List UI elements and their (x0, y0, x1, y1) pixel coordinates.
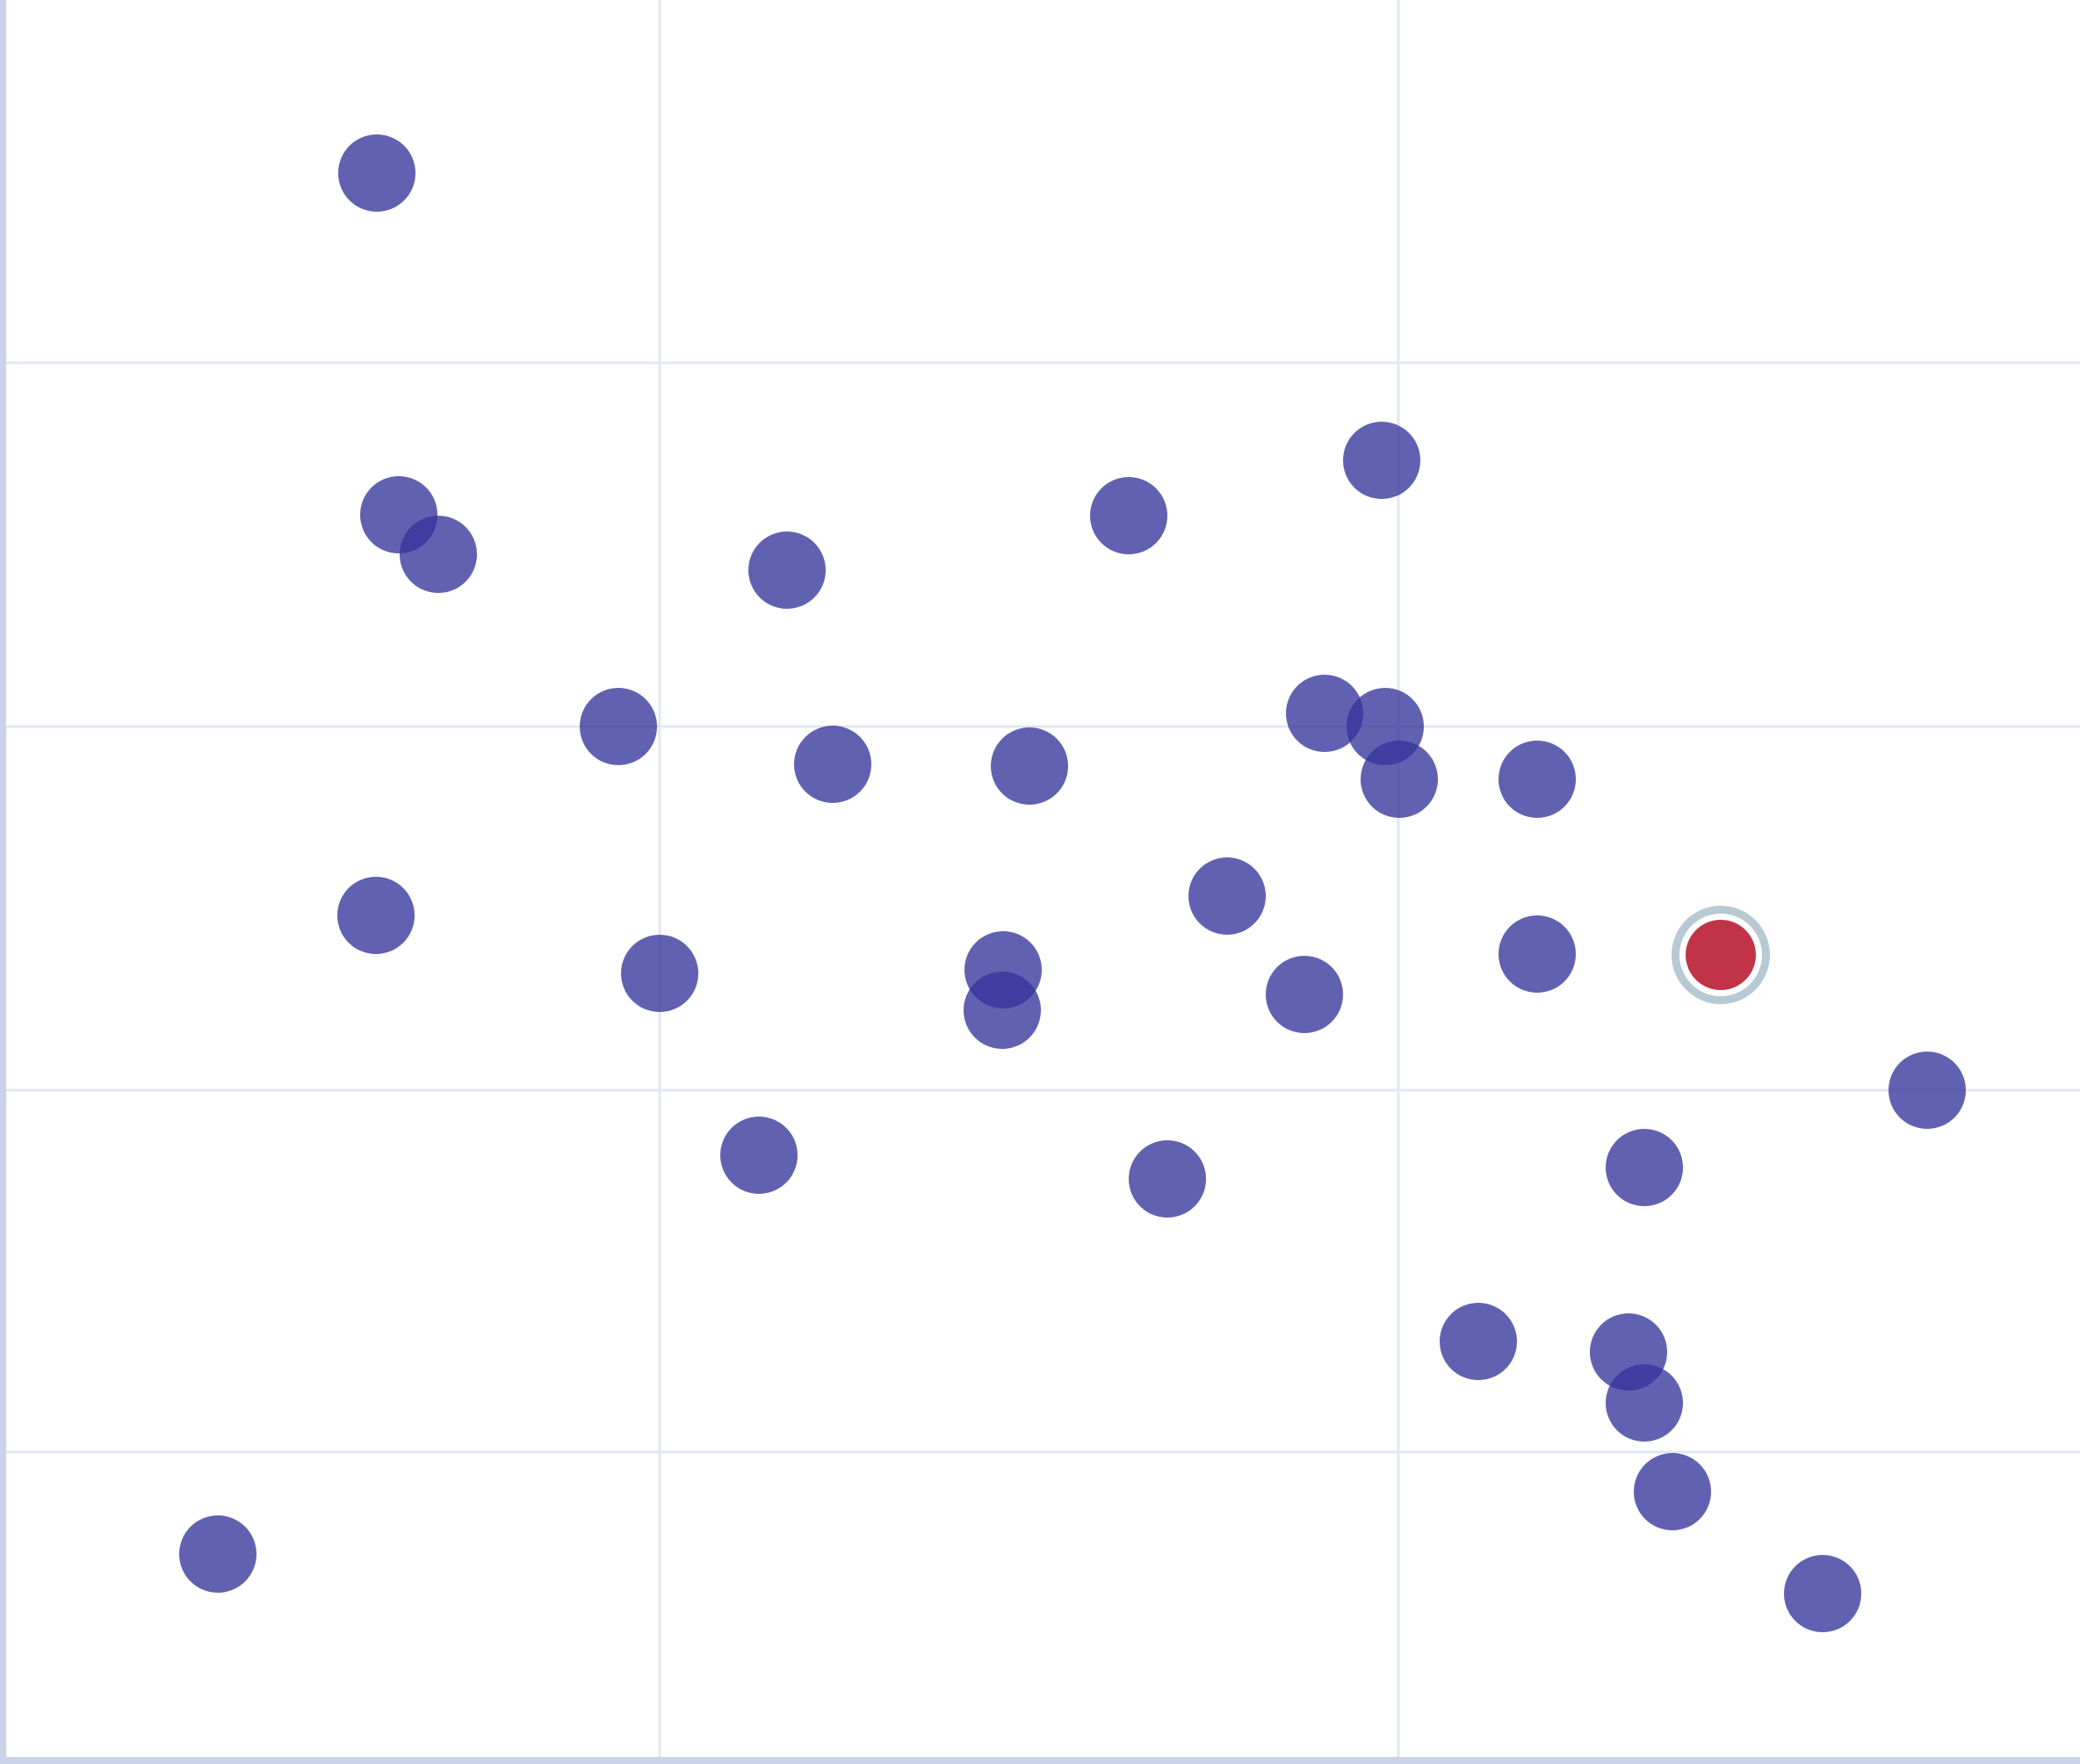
data-point[interactable] (580, 688, 657, 765)
selection-ring (1672, 906, 1770, 1004)
data-point[interactable] (1266, 956, 1343, 1033)
data-point[interactable] (337, 877, 415, 954)
data-point[interactable] (179, 1515, 256, 1593)
data-point[interactable] (338, 134, 415, 212)
data-point[interactable] (748, 531, 826, 609)
data-point[interactable] (1499, 915, 1576, 993)
highlighted-point[interactable] (1686, 920, 1756, 990)
data-point[interactable] (1634, 1453, 1711, 1530)
data-point[interactable] (400, 516, 477, 593)
data-point[interactable] (621, 935, 698, 1012)
data-point[interactable] (1499, 741, 1576, 818)
data-point[interactable] (1343, 422, 1420, 499)
data-point[interactable] (1188, 857, 1266, 935)
data-point[interactable] (991, 727, 1068, 805)
data-point[interactable] (794, 726, 871, 803)
data-point[interactable] (1606, 1364, 1683, 1442)
data-point[interactable] (1440, 1303, 1517, 1380)
data-point[interactable] (720, 1117, 798, 1194)
data-point[interactable] (1606, 1129, 1683, 1206)
data-point[interactable] (1889, 1052, 1966, 1129)
data-point[interactable] (1129, 1140, 1206, 1218)
data-point[interactable] (1361, 741, 1438, 818)
bottom-axis-border (0, 1757, 2080, 1764)
data-point[interactable] (964, 972, 1041, 1049)
data-point[interactable] (1286, 675, 1363, 752)
data-point[interactable] (1784, 1555, 1861, 1632)
left-axis-border (0, 0, 6, 1764)
data-point[interactable] (1090, 477, 1167, 554)
